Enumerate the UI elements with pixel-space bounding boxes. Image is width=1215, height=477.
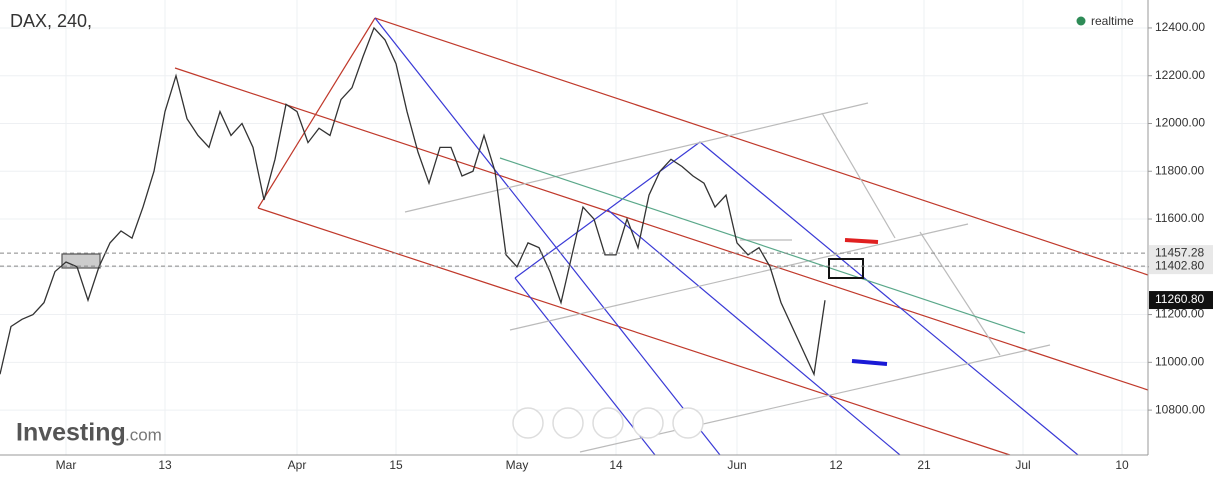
nav-buttons (512, 407, 704, 439)
y-tick-label: 12400.00 (1155, 20, 1205, 34)
y-tick-label: 12000.00 (1155, 116, 1205, 130)
x-tick-label: 13 (158, 458, 172, 472)
x-tick-label: Jun (727, 458, 746, 472)
x-tick-label: 15 (389, 458, 403, 472)
y-tick-label: 11800.00 (1155, 163, 1204, 177)
x-tick-label: Mar (56, 458, 77, 472)
y-tick-label: 12200.00 (1155, 68, 1205, 82)
x-tick-label: Jul (1015, 458, 1030, 472)
reset[interactable] (592, 407, 624, 439)
level-label: 11457.28 (1155, 245, 1204, 259)
x-tick-label: Apr (288, 458, 307, 472)
level-label: 11402.80 (1155, 258, 1204, 272)
x-tick-label: 12 (829, 458, 843, 472)
x-tick-label: 14 (609, 458, 623, 472)
brand-suffix: .com (125, 425, 162, 444)
x-tick-label: 21 (917, 458, 931, 472)
zoom-out[interactable] (552, 407, 584, 439)
x-tick-label: May (506, 458, 529, 472)
scroll-right[interactable] (672, 407, 704, 439)
level-box (1149, 245, 1213, 262)
level-box (1149, 258, 1213, 275)
y-tick-label: 11200.00 (1155, 307, 1204, 321)
scroll-left[interactable] (512, 407, 544, 439)
y-tick-label: 11600.00 (1155, 211, 1204, 225)
x-tick-label: 10 (1115, 458, 1129, 472)
price-line (0, 26, 826, 377)
chart-title: DAX, 240, (10, 11, 92, 31)
brand: Investing (16, 419, 126, 447)
last-price-label: 11260.80 (1155, 292, 1204, 306)
zoom-in[interactable] (632, 407, 664, 439)
status-dot (1076, 16, 1086, 26)
drawings (61, 17, 1149, 456)
last-price-box (1149, 291, 1213, 310)
status: realtime (1091, 14, 1134, 28)
y-tick-label: 10800.00 (1155, 402, 1205, 416)
y-tick-label: 11000.00 (1155, 354, 1204, 368)
